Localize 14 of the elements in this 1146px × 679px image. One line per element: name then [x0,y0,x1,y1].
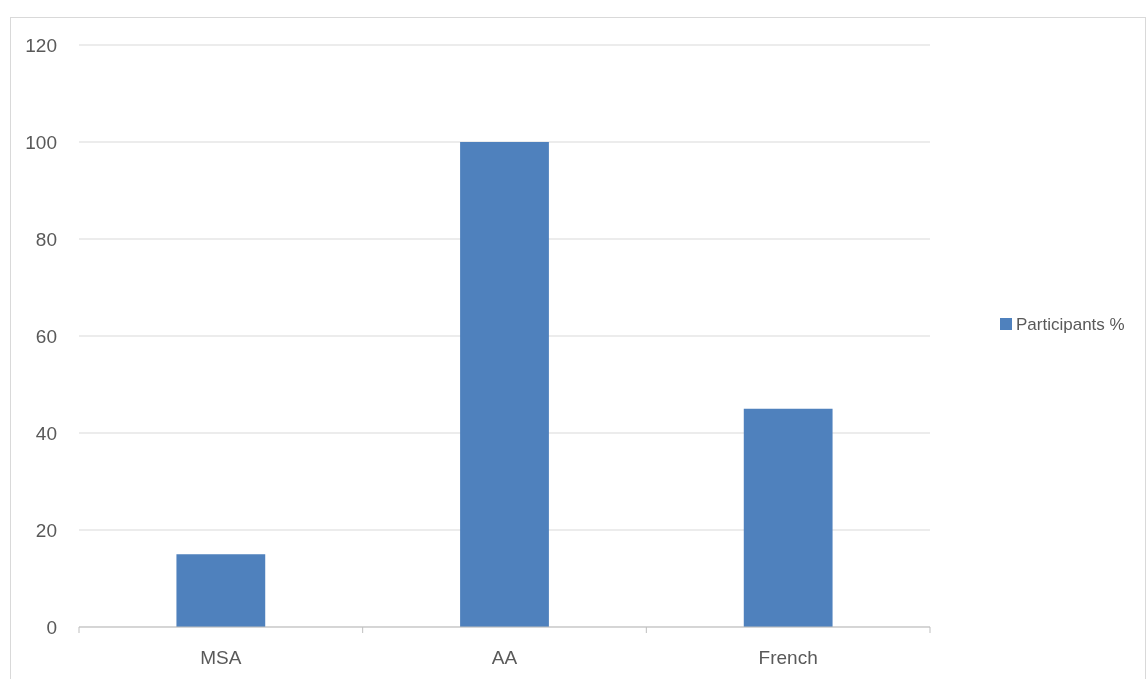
y-tick-label: 120 [25,34,57,56]
y-tick-label: 0 [46,616,57,638]
bar [460,142,549,627]
bar [743,408,833,627]
bar [176,554,266,627]
legend-label: Participants % [1016,314,1125,334]
x-tick-label: French [758,647,818,668]
y-tick-label: 20 [35,519,57,541]
y-tick-label: 40 [35,422,57,444]
y-tick-label: 80 [35,228,57,250]
x-tick-label: AA [491,647,518,668]
x-tick-label: MSA [200,647,242,668]
y-tick-label: 100 [25,131,57,153]
y-tick-label: 60 [35,325,57,347]
